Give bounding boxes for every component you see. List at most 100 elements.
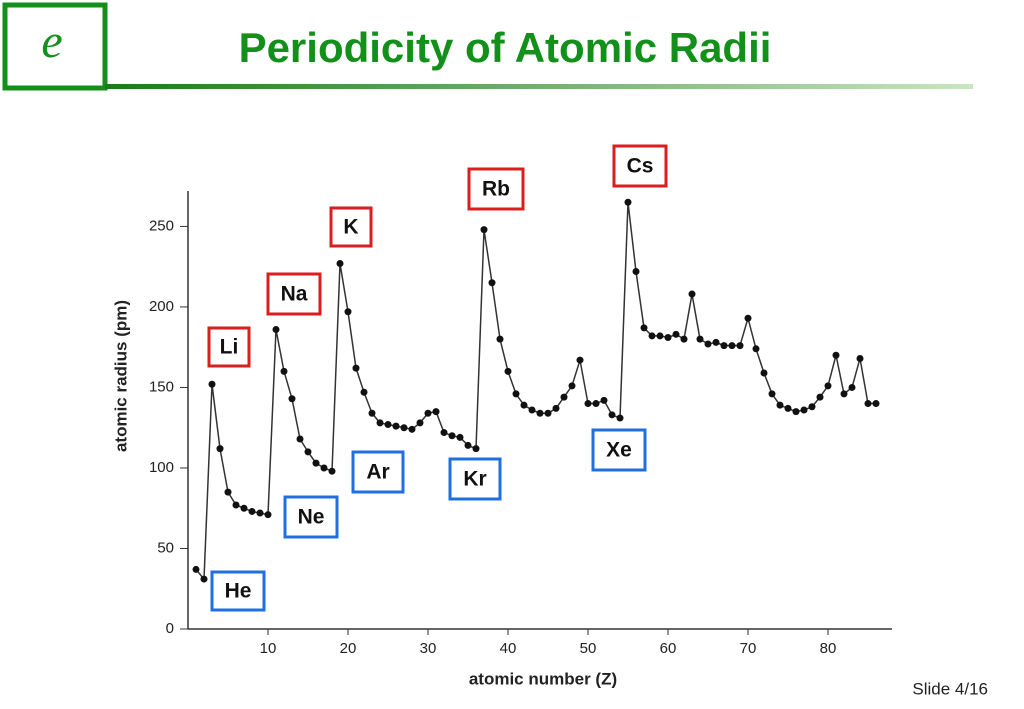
data-point <box>312 459 320 467</box>
data-point <box>784 404 792 412</box>
data-point <box>256 509 264 517</box>
annotation-label: Rb <box>482 178 510 201</box>
data-point <box>496 335 504 343</box>
data-point <box>344 308 352 316</box>
data-point <box>304 448 312 456</box>
x-axis-label: atomic number (Z) <box>469 669 617 688</box>
annotation-label: Ar <box>366 461 389 484</box>
title-rule <box>105 84 973 89</box>
data-point <box>528 406 536 414</box>
y-tick-label: 0 <box>166 620 174 637</box>
annotation-box <box>207 326 251 368</box>
data-point <box>248 507 256 515</box>
data-point <box>368 409 376 417</box>
annotation-label: Ne <box>298 506 325 529</box>
data-point <box>544 409 552 417</box>
data-point <box>472 445 480 453</box>
data-point <box>736 342 744 350</box>
data-point <box>752 345 760 353</box>
data-point <box>400 424 408 432</box>
data-point <box>728 342 736 350</box>
annotation-box <box>612 144 668 188</box>
x-tick-label: 80 <box>820 640 837 657</box>
data-point <box>232 501 240 509</box>
data-point <box>656 332 664 340</box>
data-point <box>600 396 608 404</box>
data-point <box>864 400 872 408</box>
data-point <box>536 409 544 417</box>
data-point <box>352 364 360 372</box>
slide-title: Periodicity of Atomic Radii <box>239 24 772 71</box>
data-point <box>488 279 496 287</box>
x-tick-label: 50 <box>580 640 597 657</box>
data-point <box>512 390 520 398</box>
x-tick-label: 70 <box>740 640 757 657</box>
data-point <box>264 511 272 519</box>
data-point <box>672 330 680 338</box>
data-point <box>272 325 280 333</box>
data-point <box>688 290 696 298</box>
y-axis-label: atomic radius (pm) <box>111 300 130 452</box>
data-point <box>624 198 632 206</box>
data-point <box>640 324 648 332</box>
annotation-label: K <box>343 216 358 239</box>
annotation-box <box>467 167 525 211</box>
annotation-label: Kr <box>463 468 486 491</box>
data-point <box>680 335 688 343</box>
x-tick-label: 20 <box>340 640 357 657</box>
data-point <box>848 383 856 391</box>
data-point <box>360 388 368 396</box>
data-point <box>720 342 728 350</box>
data-point <box>320 464 328 472</box>
y-tick-label: 100 <box>149 459 174 476</box>
data-point <box>200 575 208 583</box>
x-tick-label: 30 <box>420 640 437 657</box>
data-point <box>408 425 416 433</box>
data-point <box>744 314 752 322</box>
data-point <box>328 467 336 475</box>
data-point <box>456 433 464 441</box>
data-point <box>288 395 296 403</box>
data-point <box>768 390 776 398</box>
data-point <box>336 259 344 267</box>
y-tick-label: 50 <box>157 539 174 556</box>
logo: e <box>41 15 62 68</box>
data-point <box>608 411 616 419</box>
annotation-box <box>591 428 647 472</box>
data-point <box>560 393 568 401</box>
data-point <box>296 435 304 443</box>
annotation-box <box>283 495 339 539</box>
logo-box <box>2 2 108 91</box>
data-point <box>384 420 392 428</box>
y-tick-label: 200 <box>149 298 174 315</box>
data-point <box>376 419 384 427</box>
data-point <box>392 422 400 430</box>
data-point <box>824 382 832 390</box>
data-point <box>840 390 848 398</box>
x-tick-label: 40 <box>500 640 517 657</box>
data-point <box>616 414 624 422</box>
data-point <box>760 369 768 377</box>
data-point <box>832 351 840 359</box>
data-point <box>800 406 808 414</box>
data-point <box>696 335 704 343</box>
y-tick-label: 150 <box>149 378 174 395</box>
data-point <box>856 354 864 362</box>
data-point <box>192 565 200 573</box>
annotation-box <box>266 272 322 316</box>
slide-number: Slide 4/16 <box>912 679 988 698</box>
data-point <box>280 367 288 375</box>
x-tick-label: 10 <box>260 640 277 657</box>
annotation-box <box>351 450 405 494</box>
data-point <box>816 393 824 401</box>
data-point <box>872 400 880 408</box>
annotation-label: Xe <box>606 439 632 462</box>
data-point <box>448 432 456 440</box>
annotation-box <box>448 457 502 501</box>
data-point <box>808 403 816 411</box>
data-point <box>464 441 472 449</box>
annotation-label: He <box>225 580 252 603</box>
data-point <box>480 226 488 234</box>
